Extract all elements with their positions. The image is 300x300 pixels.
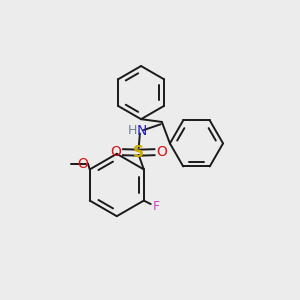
- Text: O: O: [110, 145, 121, 159]
- Text: H: H: [128, 124, 137, 137]
- Text: F: F: [153, 200, 160, 213]
- Text: N: N: [136, 124, 147, 138]
- Text: O: O: [157, 145, 167, 159]
- Text: S: S: [133, 145, 144, 160]
- Text: O: O: [77, 157, 88, 170]
